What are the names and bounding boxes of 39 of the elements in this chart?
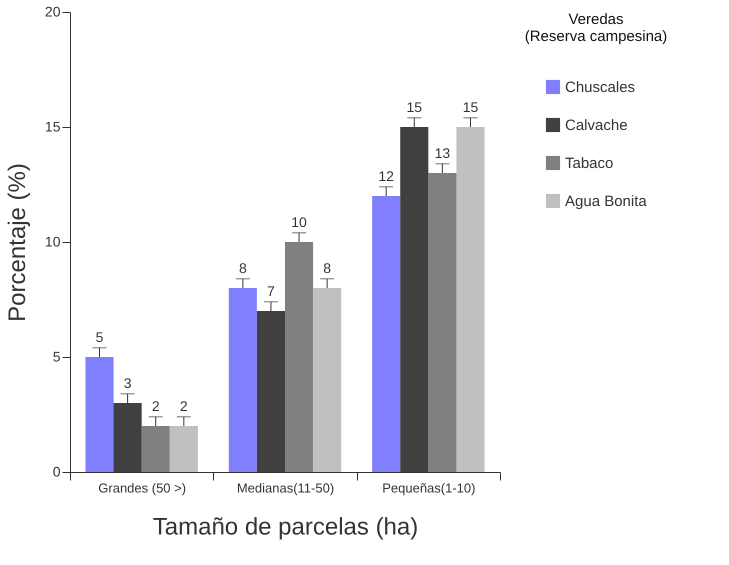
bar — [456, 127, 485, 472]
legend-label: Tabaco — [565, 155, 614, 172]
bar — [256, 311, 285, 472]
data-label: 15 — [406, 98, 422, 115]
y-tick-label: 0 — [52, 464, 61, 480]
bar — [142, 426, 170, 472]
y-axis-title: Porcentaje (%) — [4, 163, 31, 322]
data-label: 8 — [238, 260, 247, 276]
data-label: 12 — [378, 168, 394, 184]
bar — [170, 426, 198, 472]
x-tick-label: Pequeñas(1-10) — [382, 480, 476, 496]
y-tick-label: 5 — [52, 348, 61, 364]
data-label: 5 — [96, 328, 104, 345]
bar — [114, 403, 142, 472]
y-tick-label: 20 — [44, 4, 61, 20]
x-axis-title: Tamaño de parcelas (ha) — [152, 514, 418, 540]
bar — [85, 357, 114, 472]
bar — [372, 196, 400, 472]
bar — [313, 288, 342, 472]
legend-label: Calvache — [565, 117, 628, 134]
legend-label: Agua Bonita — [565, 193, 648, 210]
bar — [285, 242, 314, 472]
bar — [400, 127, 428, 472]
data-label: 7 — [267, 282, 276, 299]
y-tick-label: 10 — [44, 234, 61, 250]
data-label: 13 — [434, 144, 450, 161]
legend-title: Veredas (Reserva campesina) — [524, 11, 668, 45]
x-tick-label: Medianas(11-50) — [236, 480, 334, 496]
x-tick-label: Grandes (50 >) — [98, 480, 186, 496]
bar — [228, 288, 257, 472]
data-label: 2 — [152, 398, 160, 414]
bar — [428, 173, 456, 472]
y-tick-label: 15 — [44, 118, 61, 134]
data-label: 10 — [291, 214, 308, 230]
data-label: 2 — [180, 398, 188, 414]
legend-label: Chuscales — [565, 79, 636, 96]
data-label: 3 — [124, 374, 132, 391]
data-label: 15 — [462, 98, 478, 115]
data-label: 8 — [323, 260, 332, 276]
